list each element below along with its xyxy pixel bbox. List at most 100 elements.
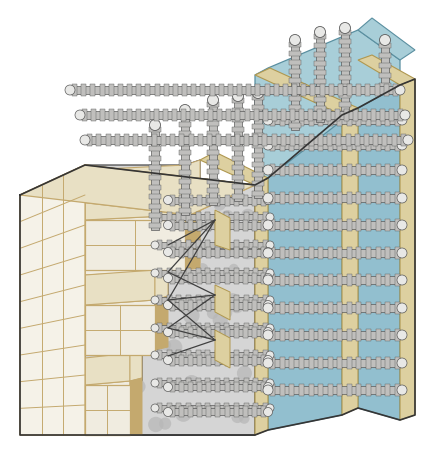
Polygon shape <box>224 378 229 388</box>
Polygon shape <box>176 212 181 222</box>
Polygon shape <box>356 274 360 286</box>
Polygon shape <box>195 295 200 305</box>
Circle shape <box>108 208 119 220</box>
Polygon shape <box>179 150 191 155</box>
Polygon shape <box>190 109 195 121</box>
Polygon shape <box>267 276 401 284</box>
Polygon shape <box>197 406 202 418</box>
Polygon shape <box>157 378 162 388</box>
Polygon shape <box>105 134 110 146</box>
Polygon shape <box>310 84 314 96</box>
Polygon shape <box>188 355 193 365</box>
Polygon shape <box>215 285 230 320</box>
Polygon shape <box>215 382 220 392</box>
Circle shape <box>394 85 404 95</box>
Polygon shape <box>145 109 150 121</box>
Polygon shape <box>87 134 92 146</box>
Polygon shape <box>233 378 238 388</box>
Polygon shape <box>224 247 229 257</box>
Circle shape <box>173 261 187 274</box>
Polygon shape <box>270 192 275 204</box>
Polygon shape <box>298 164 303 176</box>
Polygon shape <box>200 152 267 185</box>
Polygon shape <box>148 223 161 228</box>
Polygon shape <box>124 134 129 146</box>
Polygon shape <box>155 325 269 331</box>
Polygon shape <box>260 273 265 283</box>
Polygon shape <box>72 84 77 96</box>
Circle shape <box>121 202 136 218</box>
Circle shape <box>163 273 172 282</box>
Polygon shape <box>378 62 390 67</box>
Polygon shape <box>197 355 202 365</box>
Polygon shape <box>170 299 175 311</box>
Polygon shape <box>186 212 191 222</box>
Polygon shape <box>251 143 263 148</box>
Circle shape <box>119 347 134 362</box>
Circle shape <box>396 140 406 150</box>
Polygon shape <box>70 86 399 94</box>
Circle shape <box>396 385 406 395</box>
Polygon shape <box>170 355 175 365</box>
Polygon shape <box>99 84 104 96</box>
Polygon shape <box>365 114 370 126</box>
Circle shape <box>170 383 181 395</box>
Polygon shape <box>207 159 219 164</box>
Circle shape <box>252 88 263 98</box>
Polygon shape <box>338 75 350 80</box>
Polygon shape <box>260 247 265 257</box>
Polygon shape <box>279 247 284 259</box>
Polygon shape <box>267 304 401 312</box>
Polygon shape <box>205 212 210 222</box>
Polygon shape <box>155 297 269 303</box>
Polygon shape <box>215 194 220 206</box>
Polygon shape <box>188 326 193 338</box>
Polygon shape <box>242 382 247 392</box>
Polygon shape <box>231 117 244 123</box>
Polygon shape <box>195 350 200 360</box>
Polygon shape <box>207 141 219 145</box>
Polygon shape <box>336 384 342 396</box>
Polygon shape <box>207 188 219 193</box>
Polygon shape <box>253 134 258 146</box>
Polygon shape <box>176 378 181 388</box>
Circle shape <box>65 85 75 95</box>
Polygon shape <box>375 357 380 369</box>
Polygon shape <box>188 406 193 418</box>
Circle shape <box>151 324 159 332</box>
Polygon shape <box>282 84 287 96</box>
Circle shape <box>200 347 215 362</box>
Polygon shape <box>148 194 161 199</box>
Polygon shape <box>317 134 322 146</box>
Polygon shape <box>308 247 313 259</box>
Polygon shape <box>313 52 325 57</box>
Polygon shape <box>157 212 162 222</box>
Polygon shape <box>346 274 351 286</box>
Polygon shape <box>214 268 219 278</box>
Polygon shape <box>179 208 191 213</box>
Polygon shape <box>356 247 360 259</box>
Polygon shape <box>157 403 162 413</box>
Polygon shape <box>346 192 351 204</box>
Polygon shape <box>85 381 130 435</box>
Polygon shape <box>308 114 313 126</box>
Polygon shape <box>318 164 322 176</box>
Circle shape <box>396 115 406 125</box>
Polygon shape <box>243 240 248 250</box>
Polygon shape <box>374 84 379 96</box>
Circle shape <box>183 270 197 284</box>
Polygon shape <box>313 79 325 84</box>
Polygon shape <box>394 139 399 151</box>
Polygon shape <box>170 194 175 206</box>
Circle shape <box>113 228 129 244</box>
Polygon shape <box>298 247 303 259</box>
Polygon shape <box>318 302 322 314</box>
Polygon shape <box>315 32 323 122</box>
Circle shape <box>116 307 127 318</box>
Circle shape <box>208 189 221 202</box>
Polygon shape <box>327 139 332 151</box>
Circle shape <box>206 308 218 319</box>
Polygon shape <box>224 406 229 418</box>
Polygon shape <box>182 84 187 96</box>
Polygon shape <box>267 249 401 257</box>
